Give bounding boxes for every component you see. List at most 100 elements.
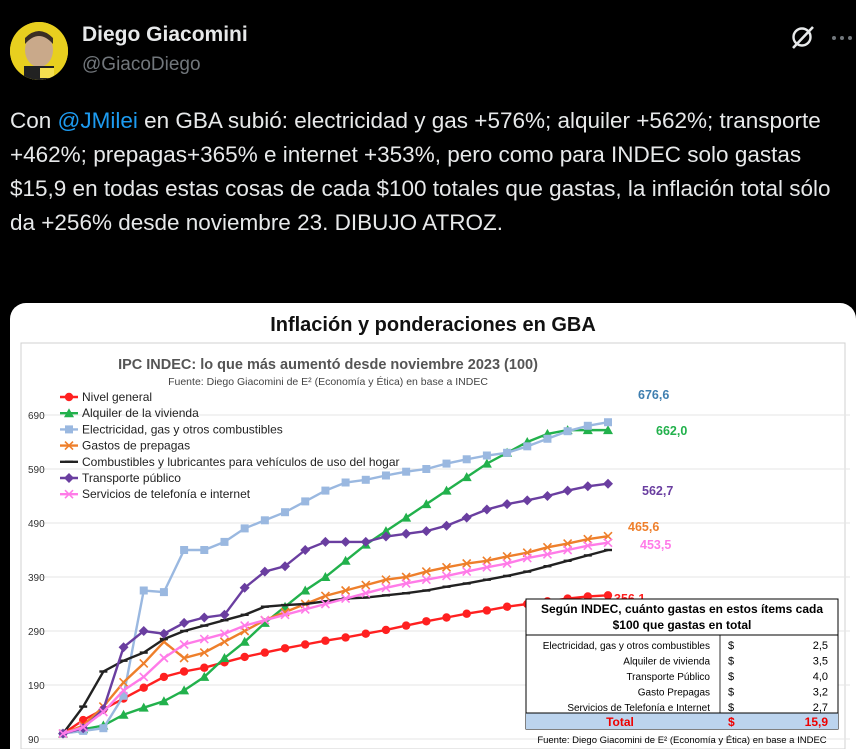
data-point — [200, 663, 209, 672]
legend-label: Combustibles y lubricantes para vehículo… — [82, 455, 400, 469]
data-point — [239, 636, 250, 646]
data-point — [360, 536, 371, 547]
legend-item: Alquiler de la vivienda — [60, 406, 199, 420]
data-point — [462, 609, 471, 618]
data-point — [603, 531, 613, 541]
weights-table: Según INDEC, cuánto gastas en estos ítem… — [525, 598, 839, 746]
data-point — [64, 489, 74, 499]
chart-y-ticks: 90 190 290 390 490 590 690 — [28, 411, 45, 746]
series-line — [62, 421, 609, 735]
data-point — [381, 575, 391, 585]
table-row-label: Transporte Público — [626, 672, 710, 683]
data-point — [280, 561, 291, 572]
legend-item: Combustibles y lubricantes para vehículo… — [60, 455, 400, 469]
data-point — [179, 667, 189, 676]
table-row-label: Electricidad, gas y otros combustibles — [543, 641, 710, 652]
more-icon[interactable] — [830, 26, 854, 50]
data-point — [139, 683, 148, 692]
table-total-row — [526, 713, 838, 729]
data-point — [340, 536, 351, 547]
data-point — [341, 594, 351, 604]
tweet-image[interactable]: Inflación y ponderaciones en GBA IPC IND… — [10, 303, 856, 749]
data-point — [441, 571, 452, 581]
legend-item: Servicios de telefonía e internet — [60, 487, 251, 501]
data-point — [65, 425, 73, 434]
mention-link[interactable]: @JMilei — [57, 108, 138, 133]
table-row-currency: $ — [728, 656, 734, 668]
data-point — [421, 567, 431, 577]
data-point — [603, 425, 613, 435]
data-point — [422, 617, 431, 626]
data-point — [300, 604, 310, 614]
grok-icon[interactable] — [790, 24, 816, 50]
data-point — [320, 591, 330, 601]
data-point — [300, 585, 311, 595]
data-point — [240, 621, 250, 631]
data-point — [441, 562, 452, 572]
data-point — [280, 644, 290, 653]
data-point — [401, 572, 411, 582]
data-point — [64, 441, 74, 451]
chart-legend: Nivel general Alquiler de la vivienda Elec… — [60, 390, 400, 501]
data-point — [158, 628, 169, 639]
data-point — [199, 648, 209, 658]
data-point — [219, 609, 230, 620]
data-point — [341, 633, 350, 642]
series-end-label: 662,0 — [656, 424, 687, 438]
data-point — [219, 637, 230, 647]
table-row-value: 2,5 — [813, 640, 828, 652]
data-point — [462, 455, 471, 464]
data-point — [543, 434, 552, 443]
data-point — [219, 653, 230, 662]
data-point — [301, 497, 310, 506]
data-point — [179, 685, 190, 695]
data-point — [401, 621, 411, 630]
series-line — [62, 541, 609, 735]
table-row-label: Servicios de Telefonía e Internet — [567, 703, 710, 714]
table-box — [525, 598, 839, 730]
data-point — [361, 588, 371, 598]
data-point — [503, 448, 512, 457]
data-point — [482, 556, 492, 566]
data-point — [583, 541, 593, 551]
avatar[interactable] — [10, 22, 68, 80]
data-point — [260, 648, 270, 657]
data-point — [78, 722, 88, 732]
series-line — [62, 482, 609, 735]
data-point — [180, 546, 189, 554]
data-point — [320, 572, 331, 581]
data-point — [179, 653, 189, 663]
image-title: Inflación y ponderaciones en GBA — [270, 314, 596, 336]
chart-subtitle: IPC INDEC: lo que más aumentó desde novi… — [118, 357, 538, 373]
legend-label: Electricidad, gas y otros combustibles — [82, 422, 283, 436]
table-row-currency: $ — [728, 640, 734, 652]
legend-label: Transporte público — [82, 471, 181, 485]
y-tick-label: 290 — [28, 627, 45, 638]
legend-label: Alquiler de la vivienda — [82, 406, 199, 420]
data-point — [522, 553, 532, 563]
data-point — [239, 582, 250, 593]
author-name[interactable]: Diego Giacomini — [82, 23, 248, 46]
table-row-value: 4,0 — [813, 671, 828, 683]
data-point — [481, 458, 492, 468]
series-line — [62, 534, 609, 735]
data-point — [281, 508, 290, 517]
data-point — [422, 465, 431, 473]
data-point — [402, 467, 411, 476]
series-line — [62, 428, 608, 735]
data-point — [199, 671, 210, 681]
data-point — [361, 475, 370, 484]
data-point — [220, 537, 229, 546]
data-point — [421, 526, 432, 537]
data-point — [98, 707, 108, 717]
table-row: Transporte Público $4,0 — [626, 671, 828, 683]
author-handle[interactable]: @GiacoDiego — [82, 54, 201, 75]
data-point — [461, 512, 472, 523]
data-point — [381, 471, 390, 480]
data-point — [442, 613, 451, 622]
series-end-label: 562,7 — [642, 484, 673, 498]
data-point — [542, 491, 553, 501]
data-point — [64, 473, 74, 483]
table-heading-line1: Según INDEC, cuánto gastas en estos ítem… — [541, 602, 823, 616]
